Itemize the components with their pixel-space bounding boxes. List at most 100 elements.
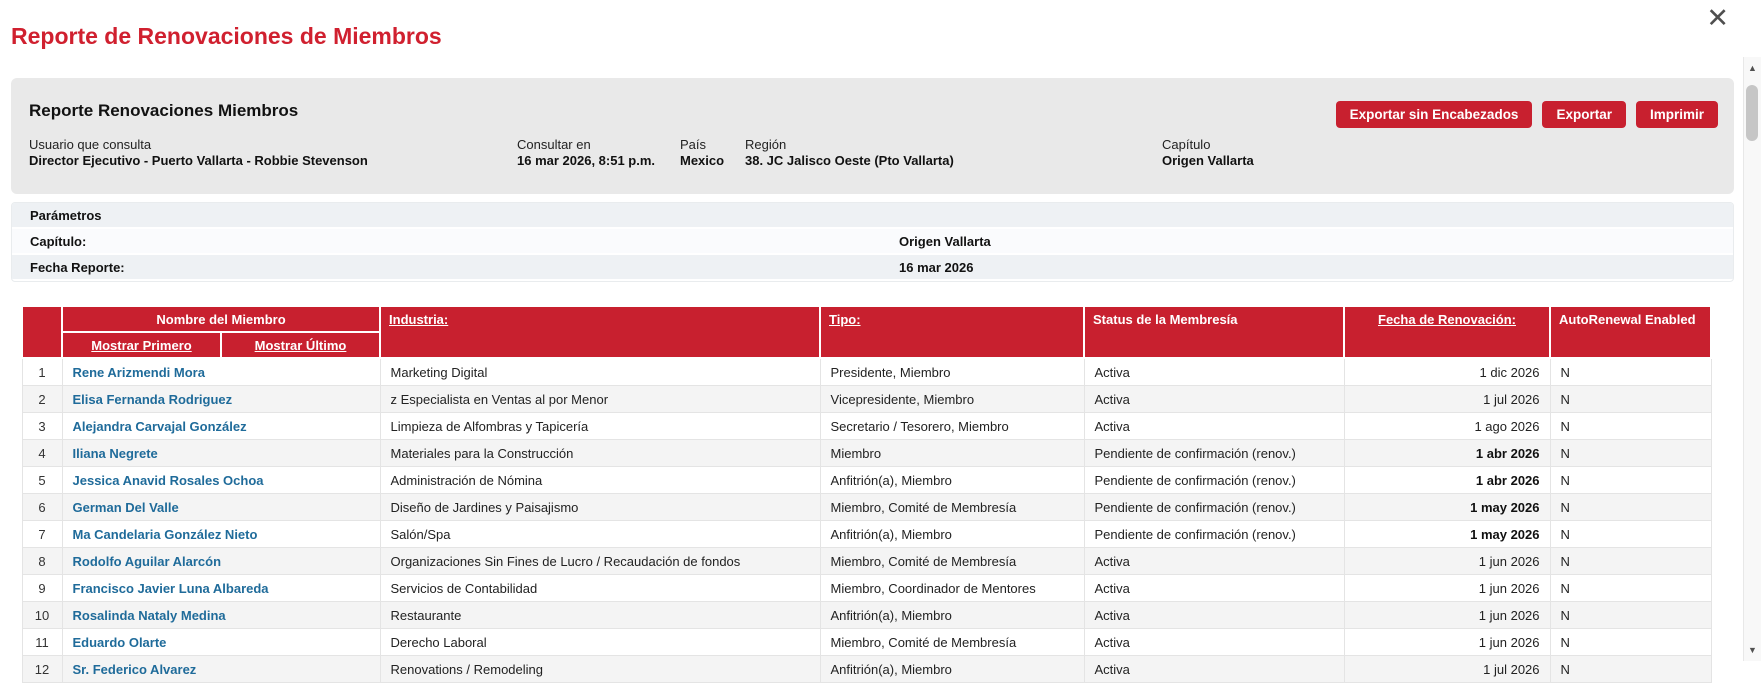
col-header-type-sort[interactable]: Tipo:	[819, 305, 1086, 359]
status-cell: Pendiente de confirmación (renov.)	[1083, 493, 1345, 521]
industry-cell: Diseño de Jardines y Paisajismo	[379, 493, 821, 521]
export-button[interactable]: Exportar	[1542, 101, 1626, 128]
member-name-link[interactable]: Jessica Anavid Rosales Ochoa	[61, 466, 381, 494]
field-value: Origen Vallarta	[1162, 153, 1254, 168]
type-cell: Vicepresidente, Miembro	[819, 385, 1085, 413]
renewal-date-cell: 1 jun 2026	[1343, 628, 1551, 656]
industry-cell: Derecho Laboral	[379, 628, 821, 656]
renewal-date-cell: 1 may 2026	[1343, 520, 1551, 548]
status-cell: Activa	[1083, 574, 1345, 602]
table-row: 4 Iliana Negrete Materiales para la Constr…	[21, 439, 1712, 467]
member-name-link[interactable]: Rodolfo Aguilar Alarcón	[61, 547, 381, 575]
renewal-date-cell: 1 abr 2026	[1343, 466, 1551, 494]
type-cell: Miembro, Comité de Membresía	[819, 628, 1085, 656]
field-value: 16 mar 2026, 8:51 p.m.	[517, 153, 656, 168]
table-row: 12 Sr. Federico Alvarez Renovations / Remo…	[21, 655, 1712, 683]
table-row: 3 Alejandra Carvajal González Limpieza de …	[21, 412, 1712, 440]
status-cell: Activa	[1083, 357, 1345, 386]
parameter-value: Origen Vallarta	[899, 233, 991, 249]
renewal-date-cell: 1 may 2026	[1343, 493, 1551, 521]
member-name-link[interactable]: Rosalinda Nataly Medina	[61, 601, 381, 629]
parameter-value: 16 mar 2026	[899, 259, 974, 275]
row-number-cell: 9	[21, 574, 63, 602]
type-cell: Anfitrión(a), Miembro	[819, 520, 1085, 548]
field-country: País Mexico	[680, 137, 724, 169]
row-number-cell: 1	[21, 357, 63, 386]
industry-cell: Materiales para la Construcción	[379, 439, 821, 467]
type-cell: Secretario / Tesorero, Miembro	[819, 412, 1085, 440]
industry-cell: Salón/Spa	[379, 520, 821, 548]
autorenewal-cell: N	[1549, 601, 1712, 629]
parameters-title: Parámetros	[30, 207, 102, 223]
row-number-cell: 4	[21, 439, 63, 467]
status-cell: Activa	[1083, 385, 1345, 413]
member-name-link[interactable]: Eduardo Olarte	[61, 628, 381, 656]
vertical-scrollbar[interactable]: ▲ ▼	[1743, 57, 1761, 661]
field-value: 38. JC Jalisco Oeste (Pto Vallarta)	[745, 153, 954, 168]
member-name-link[interactable]: German Del Valle	[61, 493, 381, 521]
type-cell: Anfitrión(a), Miembro	[819, 601, 1085, 629]
table-row: 2 Elisa Fernanda Rodriguez z Especialista …	[21, 385, 1712, 413]
scrollbar-thumb[interactable]	[1746, 85, 1758, 141]
show-first-label: Mostrar Primero	[91, 337, 192, 353]
col-header-status-label: Status de la Membresía	[1093, 312, 1238, 327]
autorenewal-cell: N	[1549, 385, 1712, 413]
status-cell: Activa	[1083, 655, 1345, 683]
member-name-link[interactable]: Sr. Federico Alvarez	[61, 655, 381, 683]
field-region: Región 38. JC Jalisco Oeste (Pto Vallart…	[745, 137, 954, 169]
show-first-name-link[interactable]: Mostrar Primero	[61, 331, 222, 359]
col-header-autorenewal: AutoRenewal Enabled	[1549, 305, 1712, 359]
row-number-cell: 11	[21, 628, 63, 656]
member-name-link[interactable]: Elisa Fernanda Rodriguez	[61, 385, 381, 413]
parameters-header-row: Parámetros	[12, 203, 1733, 227]
renewal-date-cell: 1 abr 2026	[1343, 439, 1551, 467]
member-name-link[interactable]: Ma Candelaria González Nieto	[61, 520, 381, 548]
field-value: Mexico	[680, 153, 725, 168]
table-row: 7 Ma Candelaria González Nieto Salón/Spa An…	[21, 520, 1712, 548]
table-row: 11 Eduardo Olarte Derecho Laboral Miembro, …	[21, 628, 1712, 656]
col-header-renewal-sort[interactable]: Fecha de Renovación:	[1343, 305, 1552, 359]
autorenewal-cell: N	[1549, 493, 1712, 521]
col-header-status: Status de la Membresía	[1083, 305, 1346, 359]
industry-cell: z Especialista en Ventas al por Menor	[379, 385, 821, 413]
member-name-link[interactable]: Alejandra Carvajal González	[61, 412, 381, 440]
export-no-headers-button[interactable]: Exportar sin Encabezados	[1335, 101, 1533, 128]
row-number-cell: 5	[21, 466, 63, 494]
field-label: Capítulo	[1162, 137, 1211, 152]
field-label: Región	[745, 137, 787, 152]
status-cell: Activa	[1083, 628, 1345, 656]
field-chapter: Capítulo Origen Vallarta	[1162, 137, 1254, 169]
export-button-row: Exportar sin Encabezados Exportar Imprim…	[1335, 101, 1718, 128]
autorenewal-cell: N	[1549, 628, 1712, 656]
row-number-cell: 3	[21, 412, 63, 440]
member-name-link[interactable]: Francisco Javier Luna Albareda	[61, 574, 381, 602]
renewal-date-cell: 1 jun 2026	[1343, 574, 1551, 602]
print-button[interactable]: Imprimir	[1635, 101, 1718, 128]
status-cell: Activa	[1083, 601, 1345, 629]
table-row: 1 Rene Arizmendi Mora Marketing Digital Pre…	[21, 357, 1712, 386]
scroll-up-icon[interactable]: ▲	[1748, 63, 1757, 73]
industry-cell: Organizaciones Sin Fines de Lucro / Reca…	[379, 547, 821, 575]
report-card-title: Reporte Renovaciones Miembros	[29, 101, 299, 120]
close-icon[interactable]: ✕	[1706, 3, 1729, 33]
row-number-cell: 2	[21, 385, 63, 413]
member-name-link[interactable]: Iliana Negrete	[61, 439, 381, 467]
row-number-cell: 12	[21, 655, 63, 683]
type-cell: Miembro	[819, 439, 1085, 467]
col-header-type-label: Tipo:	[829, 312, 861, 327]
show-last-name-link[interactable]: Mostrar Último	[219, 331, 382, 359]
autorenewal-cell: N	[1549, 547, 1712, 575]
col-header-renewal-label: Fecha de Renovación:	[1378, 312, 1516, 327]
industry-cell: Administración de Nómina	[379, 466, 821, 494]
col-header-industry-sort[interactable]: Industria:	[379, 305, 822, 359]
parameter-label: Fecha Reporte:	[30, 259, 125, 275]
field-consulted-at: Consultar en 16 mar 2026, 8:51 p.m.	[517, 137, 655, 169]
member-name-link[interactable]: Rene Arizmendi Mora	[61, 357, 381, 386]
scroll-down-icon[interactable]: ▼	[1748, 645, 1757, 655]
type-cell: Miembro, Comité de Membresía	[819, 493, 1085, 521]
industry-cell: Restaurante	[379, 601, 821, 629]
status-cell: Activa	[1083, 412, 1345, 440]
industry-cell: Marketing Digital	[379, 357, 821, 386]
autorenewal-cell: N	[1549, 574, 1712, 602]
autorenewal-cell: N	[1549, 357, 1712, 386]
